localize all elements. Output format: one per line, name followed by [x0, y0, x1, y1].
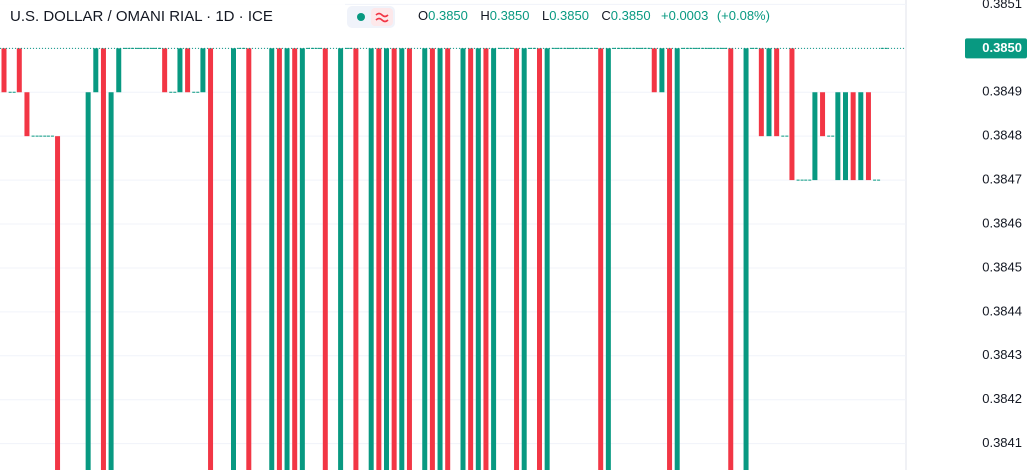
candle-body: [246, 48, 252, 470]
candle-body: [376, 48, 382, 470]
candle-body: [758, 48, 764, 137]
candle-body: [406, 48, 412, 470]
legend-key: C: [601, 8, 610, 23]
y-tick-label: 0.3846: [982, 215, 1022, 230]
candle-body: [789, 48, 795, 181]
legend-value: 0.3850: [611, 8, 651, 23]
candle-body: [445, 48, 451, 470]
candle-body: [24, 92, 30, 137]
candle-body: [384, 48, 389, 470]
candle-body: [16, 48, 22, 93]
candle-body: [774, 48, 780, 137]
candle-body: [812, 92, 818, 181]
legend-key: O: [418, 8, 428, 23]
candle-body: [185, 48, 191, 93]
y-tick-label: 0.3845: [982, 259, 1022, 274]
candle-body: [865, 92, 871, 181]
delay-icon: [375, 12, 389, 23]
candle-body: [659, 48, 665, 93]
y-tick-label: 0.3851: [982, 0, 1022, 11]
candle-body: [85, 92, 91, 470]
plot-area: [0, 3, 906, 470]
candle-body: [475, 48, 481, 470]
candle-body: [322, 48, 328, 470]
candle-body: [299, 48, 305, 470]
candle-body: [728, 48, 734, 470]
y-tick-label: 0.3849: [982, 84, 1022, 99]
legend-change-pct: (+0.08%): [717, 8, 770, 23]
legend-key: H: [480, 8, 489, 23]
y-tick-label: 0.3848: [982, 128, 1022, 143]
y-tick-label: 0.3844: [982, 303, 1022, 318]
last-price-label: 0.3850: [982, 40, 1022, 55]
candle-body: [598, 48, 604, 470]
candle-body: [276, 48, 282, 470]
candle-body: [399, 48, 405, 470]
candle-body: [177, 48, 183, 93]
y-tick-label: 0.3843: [982, 347, 1022, 362]
delay-badge: [371, 8, 393, 26]
candle-body: [422, 48, 428, 470]
candle-body: [468, 48, 474, 470]
legend-change: +0.0003: [661, 8, 708, 23]
candle-body: [651, 48, 657, 93]
candle-body: [766, 48, 772, 137]
candle-body: [338, 48, 344, 470]
candle-body: [850, 92, 856, 181]
legend-value: 0.3850: [428, 8, 468, 23]
candle-body: [269, 48, 275, 470]
candle-body: [483, 48, 489, 470]
candle-body: [100, 48, 106, 470]
candle-body: [368, 48, 374, 470]
candle-body: [537, 48, 542, 470]
y-tick-label: 0.3842: [982, 391, 1022, 406]
candle-body: [162, 48, 168, 93]
legend-value: 0.3850: [549, 8, 589, 23]
candle-body: [1, 48, 7, 93]
candle-body: [674, 48, 680, 470]
candle-body: [93, 48, 99, 93]
candle-body: [437, 48, 443, 470]
candle-body: [521, 48, 527, 470]
candle-body: [843, 92, 848, 181]
legend-value: 0.3850: [490, 8, 530, 23]
candle-body: [491, 48, 497, 470]
candle-body: [544, 48, 550, 470]
candle-body: [208, 48, 214, 470]
candle-body: [55, 136, 61, 470]
candle-body: [605, 48, 611, 470]
candle-body: [108, 92, 114, 470]
ohlc-legend: O0.3850 H0.3850 L0.3850 C0.3850 +0.0003 …: [418, 8, 770, 25]
candle-body: [200, 48, 206, 93]
candle-body: [231, 48, 236, 470]
candle-body: [292, 48, 298, 470]
header: U.S. DOLLAR / OMANI RIAL · 1D · ICE O0.3…: [0, 3, 770, 31]
candle-body: [460, 48, 466, 470]
candle-body: [284, 48, 290, 470]
y-tick-label: 0.3841: [982, 435, 1022, 450]
market-status-dot: [357, 13, 365, 21]
candle-body: [429, 48, 435, 470]
symbol-title: U.S. DOLLAR / OMANI RIAL · 1D · ICE: [10, 8, 273, 25]
legend-key: L: [542, 8, 549, 23]
candle-body: [858, 92, 864, 181]
price-axis: 0.3841 0.3842 0.3843 0.3844 0.3845 0.3846 0.38…: [965, 0, 1027, 450]
candle-body: [514, 48, 520, 470]
candle-body: [353, 48, 359, 470]
candle-body: [667, 48, 673, 470]
y-tick-label: 0.3847: [982, 172, 1022, 187]
last-price-badge: [965, 38, 1027, 59]
candle-body: [391, 48, 397, 470]
candle-body: [835, 92, 841, 181]
candle-body: [743, 48, 749, 470]
header-bg: [0, 3, 345, 31]
candle-body: [820, 92, 826, 137]
candle-body: [116, 48, 122, 93]
